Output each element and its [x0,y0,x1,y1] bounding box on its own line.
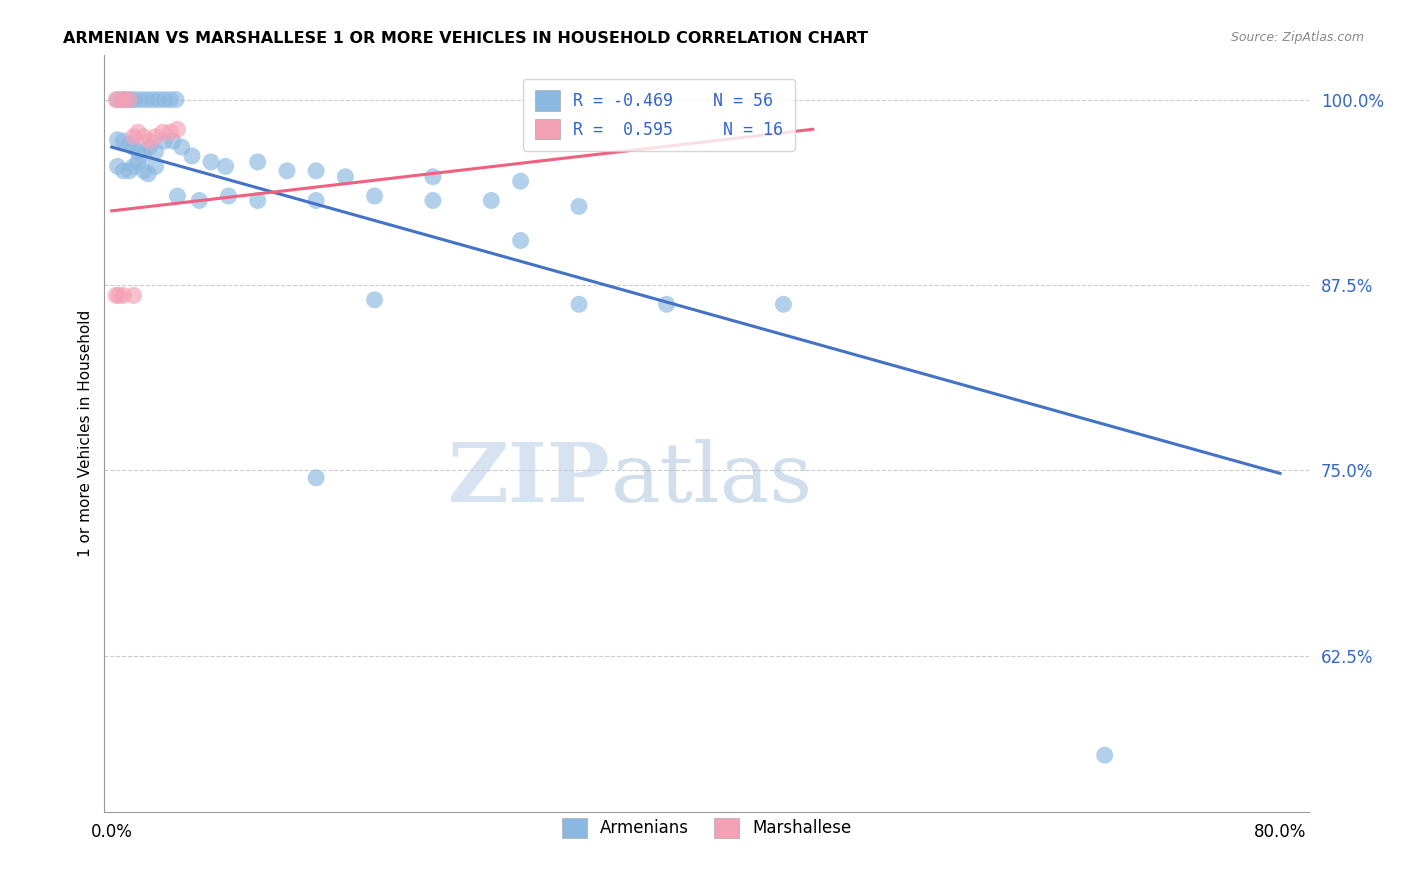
Point [165,93,187,107]
Point [153,134,176,148]
Point [138,140,160,154]
Point [114,93,136,107]
Point [135,93,157,107]
Point [479,194,502,208]
Point [335,169,357,184]
Point [145,160,167,174]
Point [105,288,128,302]
Point [218,189,240,203]
Point [509,234,531,248]
Point [166,122,188,136]
Point [105,93,128,107]
Point [145,145,167,159]
Point [129,93,152,107]
Point [145,129,167,144]
Point [118,164,141,178]
Point [509,174,531,188]
Point [153,93,176,107]
Point [152,125,174,139]
Point [120,93,142,107]
Point [422,194,444,208]
Point [107,160,129,174]
Point [170,140,193,154]
Point [162,134,184,148]
Point [200,155,222,169]
Point [305,471,328,485]
Point [305,164,328,178]
Point [127,125,149,139]
Text: ARMENIAN VS MARSHALLESE 1 OR MORE VEHICLES IN HOUSEHOLD CORRELATION CHART: ARMENIAN VS MARSHALLESE 1 OR MORE VEHICL… [63,31,869,46]
Text: Source: ZipAtlas.com: Source: ZipAtlas.com [1230,31,1364,45]
Point [122,129,145,144]
Point [118,93,141,107]
Point [115,93,138,107]
Point [568,297,591,311]
Point [110,93,132,107]
Point [1094,748,1116,763]
Point [118,137,141,152]
Point [363,293,385,307]
Point [127,145,149,159]
Point [112,164,135,178]
Point [108,288,131,302]
Point [214,160,236,174]
Point [112,134,135,148]
Point [276,164,298,178]
Point [124,93,146,107]
Point [132,164,155,178]
Point [148,93,170,107]
Point [655,297,678,311]
Point [122,160,145,174]
Point [159,93,181,107]
Point [122,140,145,154]
Point [159,125,181,139]
Legend: Armenians, Marshallese: Armenians, Marshallese [555,811,859,845]
Point [772,297,794,311]
Point [568,199,591,213]
Point [246,194,269,208]
Y-axis label: 1 or more Vehicles in Household: 1 or more Vehicles in Household [79,310,93,557]
Point [138,134,160,148]
Point [181,149,204,163]
Point [136,167,159,181]
Point [127,155,149,169]
Point [305,194,328,208]
Point [246,155,269,169]
Point [107,93,129,107]
Point [107,133,129,147]
Point [132,129,155,144]
Point [142,93,165,107]
Point [132,147,155,161]
Point [363,189,385,203]
Text: atlas: atlas [610,439,813,519]
Point [112,288,135,302]
Point [188,194,211,208]
Point [422,169,444,184]
Point [166,189,188,203]
Text: ZIP: ZIP [447,439,610,519]
Point [122,288,145,302]
Point [112,93,135,107]
